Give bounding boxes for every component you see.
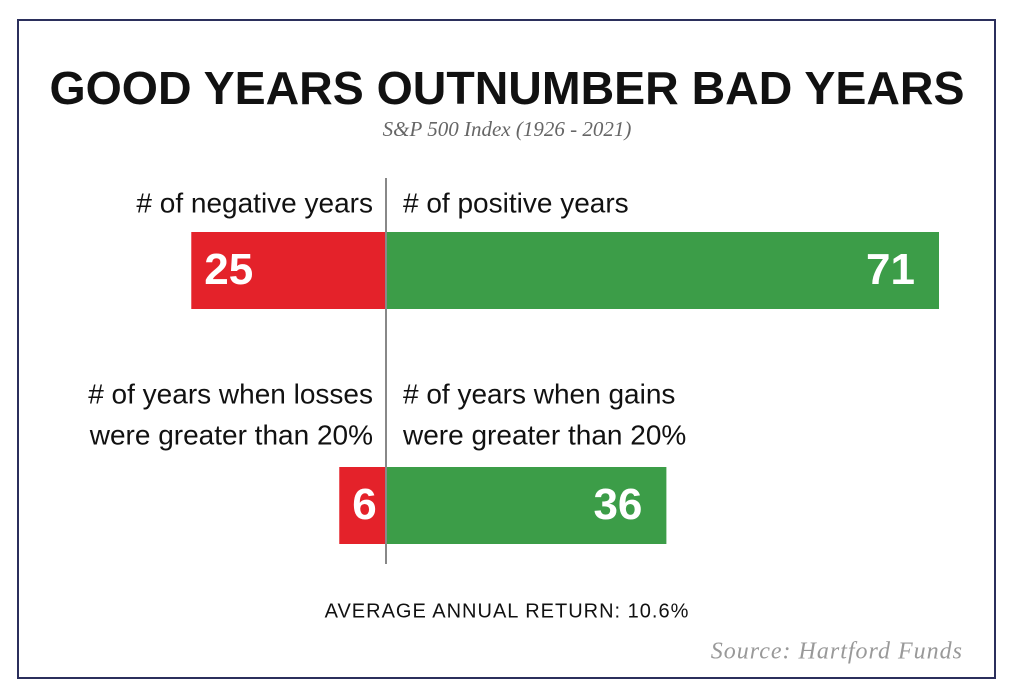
value-label: 25 bbox=[204, 245, 253, 294]
chart-title: GOOD YEARS OUTNUMBER BAD YEARS bbox=[50, 62, 965, 114]
source: Source: Hartford Funds bbox=[711, 639, 963, 665]
negative-bar bbox=[191, 232, 386, 309]
positive-label: # of positive years bbox=[403, 187, 629, 218]
value-label: 6 bbox=[352, 480, 376, 529]
frame bbox=[17, 19, 996, 679]
value-label: 71 bbox=[866, 245, 915, 294]
positive-label: # of years when gains bbox=[403, 378, 675, 409]
note: AVERAGE ANNUAL RETURN: 10.6% bbox=[325, 600, 690, 622]
negative-label: were greater than 20% bbox=[89, 419, 373, 450]
negative-label: # of negative years bbox=[136, 187, 373, 218]
negative-bar bbox=[339, 467, 386, 544]
negative-label: # of years when losses bbox=[88, 378, 373, 409]
positive-label: were greater than 20% bbox=[402, 419, 686, 450]
positive-bar bbox=[386, 232, 939, 309]
value-label: 36 bbox=[593, 480, 642, 529]
positive-bar bbox=[386, 467, 667, 544]
chart-subtitle: S&P 500 Index (1926 - 2021) bbox=[383, 117, 632, 141]
